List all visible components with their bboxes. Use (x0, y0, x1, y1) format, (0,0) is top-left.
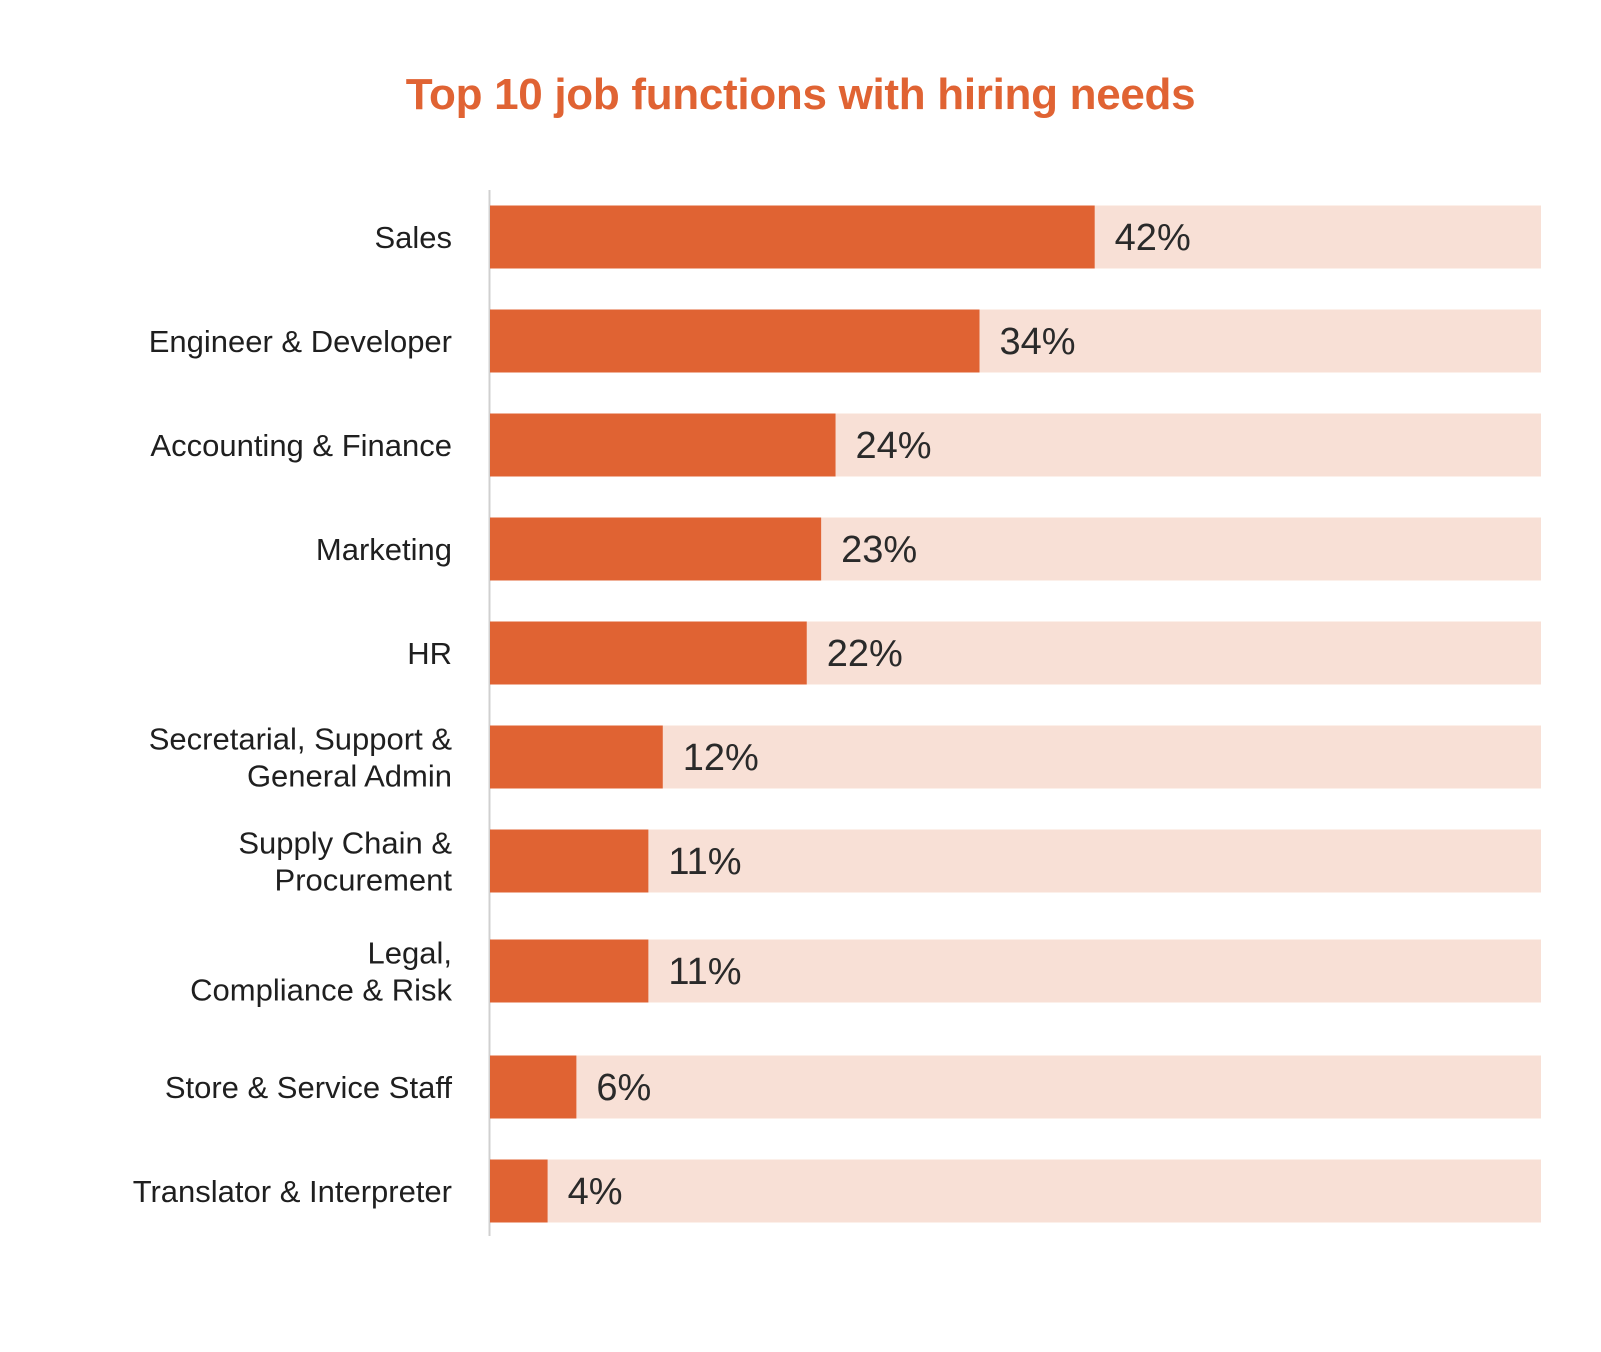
bar (490, 621, 807, 685)
bar-track (490, 939, 1541, 1003)
category-label: Translator & Interpreter (133, 1174, 452, 1209)
data-label: 11% (668, 951, 741, 993)
category-label: Accounting & Finance (150, 428, 452, 463)
category-label: Store & Service Staff (165, 1070, 453, 1105)
data-label: 23% (841, 529, 917, 571)
category-label: HR (407, 636, 452, 671)
bar-track (490, 1055, 1541, 1119)
bar (490, 309, 980, 373)
category-label: Engineer & Developer (149, 324, 452, 359)
bar (490, 517, 822, 581)
bar-track (490, 829, 1541, 893)
chart-title: Top 10 job functions with hiring needs (405, 70, 1196, 119)
bar (490, 413, 836, 477)
data-label: 12% (683, 737, 759, 779)
data-label: 4% (568, 1171, 623, 1213)
category-label: Secretarial, Support & (149, 722, 453, 757)
bar (490, 205, 1095, 269)
bar (490, 725, 663, 789)
category-label: Supply Chain & (238, 826, 452, 861)
bar-track (490, 1159, 1541, 1223)
data-label: 6% (596, 1067, 651, 1109)
category-label: General Admin (247, 759, 452, 794)
data-label: 42% (1115, 217, 1191, 259)
bar (490, 829, 649, 893)
category-label: Marketing (316, 532, 452, 567)
category-label: Legal, (368, 936, 452, 971)
category-label: Procurement (275, 863, 453, 898)
bar (490, 1055, 577, 1119)
data-label: 22% (827, 633, 903, 675)
data-label: 11% (668, 841, 741, 883)
bar (490, 939, 649, 1003)
category-label: Sales (374, 220, 452, 255)
bar-track (490, 725, 1541, 789)
bar (490, 1159, 548, 1223)
category-label: Compliance & Risk (190, 973, 452, 1008)
data-label: 24% (856, 425, 932, 467)
data-label: 34% (1000, 321, 1076, 363)
